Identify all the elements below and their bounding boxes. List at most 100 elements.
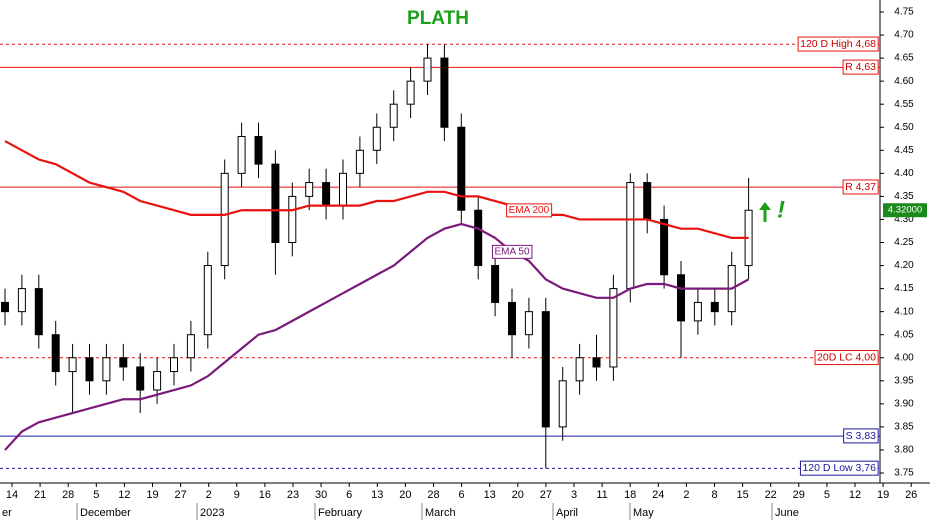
y-tick-label: 4.25: [894, 237, 914, 248]
level-label-box: [842, 179, 879, 195]
x-tick-label: 16: [259, 489, 271, 501]
y-tick-label: 4.20: [894, 260, 914, 271]
y-tick-label: 4.10: [894, 306, 914, 317]
level-label-box: [842, 59, 879, 75]
level-label: R 4,37: [845, 181, 876, 193]
level-label: 120 D High 4,68: [800, 38, 876, 50]
y-tick-label: 4.55: [894, 99, 914, 110]
y-tick-label: 4.70: [894, 30, 914, 41]
candle-body: [440, 57, 449, 128]
x-tick-label: 13: [484, 489, 496, 501]
candle-body: [626, 182, 635, 290]
candle-body: [609, 288, 618, 368]
y-tick-label: 4.00: [894, 352, 914, 363]
x-tick-label: 12: [849, 489, 861, 501]
candle-body: [474, 209, 483, 267]
candle-body: [136, 366, 145, 391]
last-price-box: [883, 203, 927, 218]
x-tick-label: 27: [174, 489, 186, 501]
x-tick-label: 9: [234, 489, 240, 501]
candle-body: [288, 195, 297, 243]
month-label: 2023: [200, 507, 224, 519]
ema-line: [4, 222, 750, 451]
x-tick-label: 26: [905, 489, 917, 501]
candle-body: [406, 80, 415, 105]
y-tick-label: 4.35: [894, 191, 914, 202]
level-label: 20D LC 4,00: [817, 352, 876, 364]
chart-title: PLATH: [407, 8, 469, 29]
y-tick-label: 4.45: [894, 145, 914, 156]
candle-body: [677, 274, 685, 322]
y-tick-label: 3.80: [894, 445, 914, 456]
candle-body: [305, 182, 314, 197]
candle-body: [524, 311, 533, 336]
candle-body: [119, 357, 128, 368]
candle-body: [102, 357, 111, 382]
y-tick-label: 4.60: [894, 76, 914, 87]
candle-body: [423, 57, 432, 82]
candle-body: [643, 182, 652, 220]
y-tick-label: 4.40: [894, 168, 914, 179]
month-label: June: [775, 507, 799, 519]
series-label-box: [506, 203, 553, 218]
candle-body: [389, 103, 398, 128]
candle-body: [68, 357, 77, 373]
candle-body: [660, 218, 669, 276]
y-tick-label: 4.50: [894, 122, 914, 133]
x-tick-label: 29: [793, 489, 805, 501]
y-tick-label: 4.30: [894, 214, 914, 225]
x-tick-label: 5: [824, 489, 830, 501]
annotation: !: [777, 196, 785, 223]
x-tick-label: 28: [427, 489, 439, 501]
level-label-box: [814, 350, 879, 366]
level-label: S 3,83: [846, 430, 877, 442]
x-tick-label: 23: [287, 489, 299, 501]
last-price-label: 4.32000: [888, 205, 922, 216]
x-tick-label: 21: [34, 489, 46, 501]
x-tick-label: 30: [315, 489, 327, 501]
series-label-box: [491, 244, 533, 259]
x-tick-label: 19: [877, 489, 889, 501]
y-tick-label: 3.85: [894, 422, 914, 433]
x-tick-label: 13: [371, 489, 383, 501]
series-label: EMA 50: [494, 246, 529, 257]
candle-body: [355, 149, 364, 174]
level-label-box: [797, 36, 879, 52]
x-tick-label: 2: [206, 489, 212, 501]
y-tick-label: 4.05: [894, 329, 914, 340]
ema-line: [4, 140, 749, 239]
candle-body: [339, 172, 347, 207]
series-label: EMA 200: [509, 205, 550, 216]
level-label: R 4,63: [845, 61, 876, 73]
x-tick-label: 12: [118, 489, 130, 501]
level-label-box: [843, 428, 879, 444]
x-tick-label: 28: [62, 489, 74, 501]
candle-body: [186, 334, 195, 359]
x-tick-label: 6: [459, 489, 465, 501]
x-tick-label: 20: [512, 489, 524, 501]
month-label: April: [556, 507, 578, 519]
month-label: May: [633, 507, 654, 519]
x-tick-label: 5: [93, 489, 99, 501]
level-label: 120 D Low 3,76: [802, 462, 876, 474]
y-tick-label: 4.65: [894, 53, 914, 64]
x-tick-label: 11: [596, 489, 607, 501]
candle-body: [592, 357, 601, 368]
candle-body: [237, 135, 246, 174]
candle-body: [254, 135, 263, 165]
candle-body: [271, 163, 280, 244]
y-tick-label: 4.75: [894, 7, 914, 18]
y-tick-label: 3.90: [894, 398, 914, 409]
x-tick-label: 27: [540, 489, 552, 501]
candle-body: [170, 357, 178, 373]
candle-body: [558, 380, 567, 428]
candle-body: [693, 301, 702, 322]
month-label: er: [2, 507, 12, 519]
x-tick-label: 22: [765, 489, 777, 501]
x-tick-label: 20: [399, 489, 411, 501]
x-tick-label: 18: [624, 489, 636, 501]
candle-body: [541, 311, 550, 428]
candle-body: [508, 301, 516, 336]
